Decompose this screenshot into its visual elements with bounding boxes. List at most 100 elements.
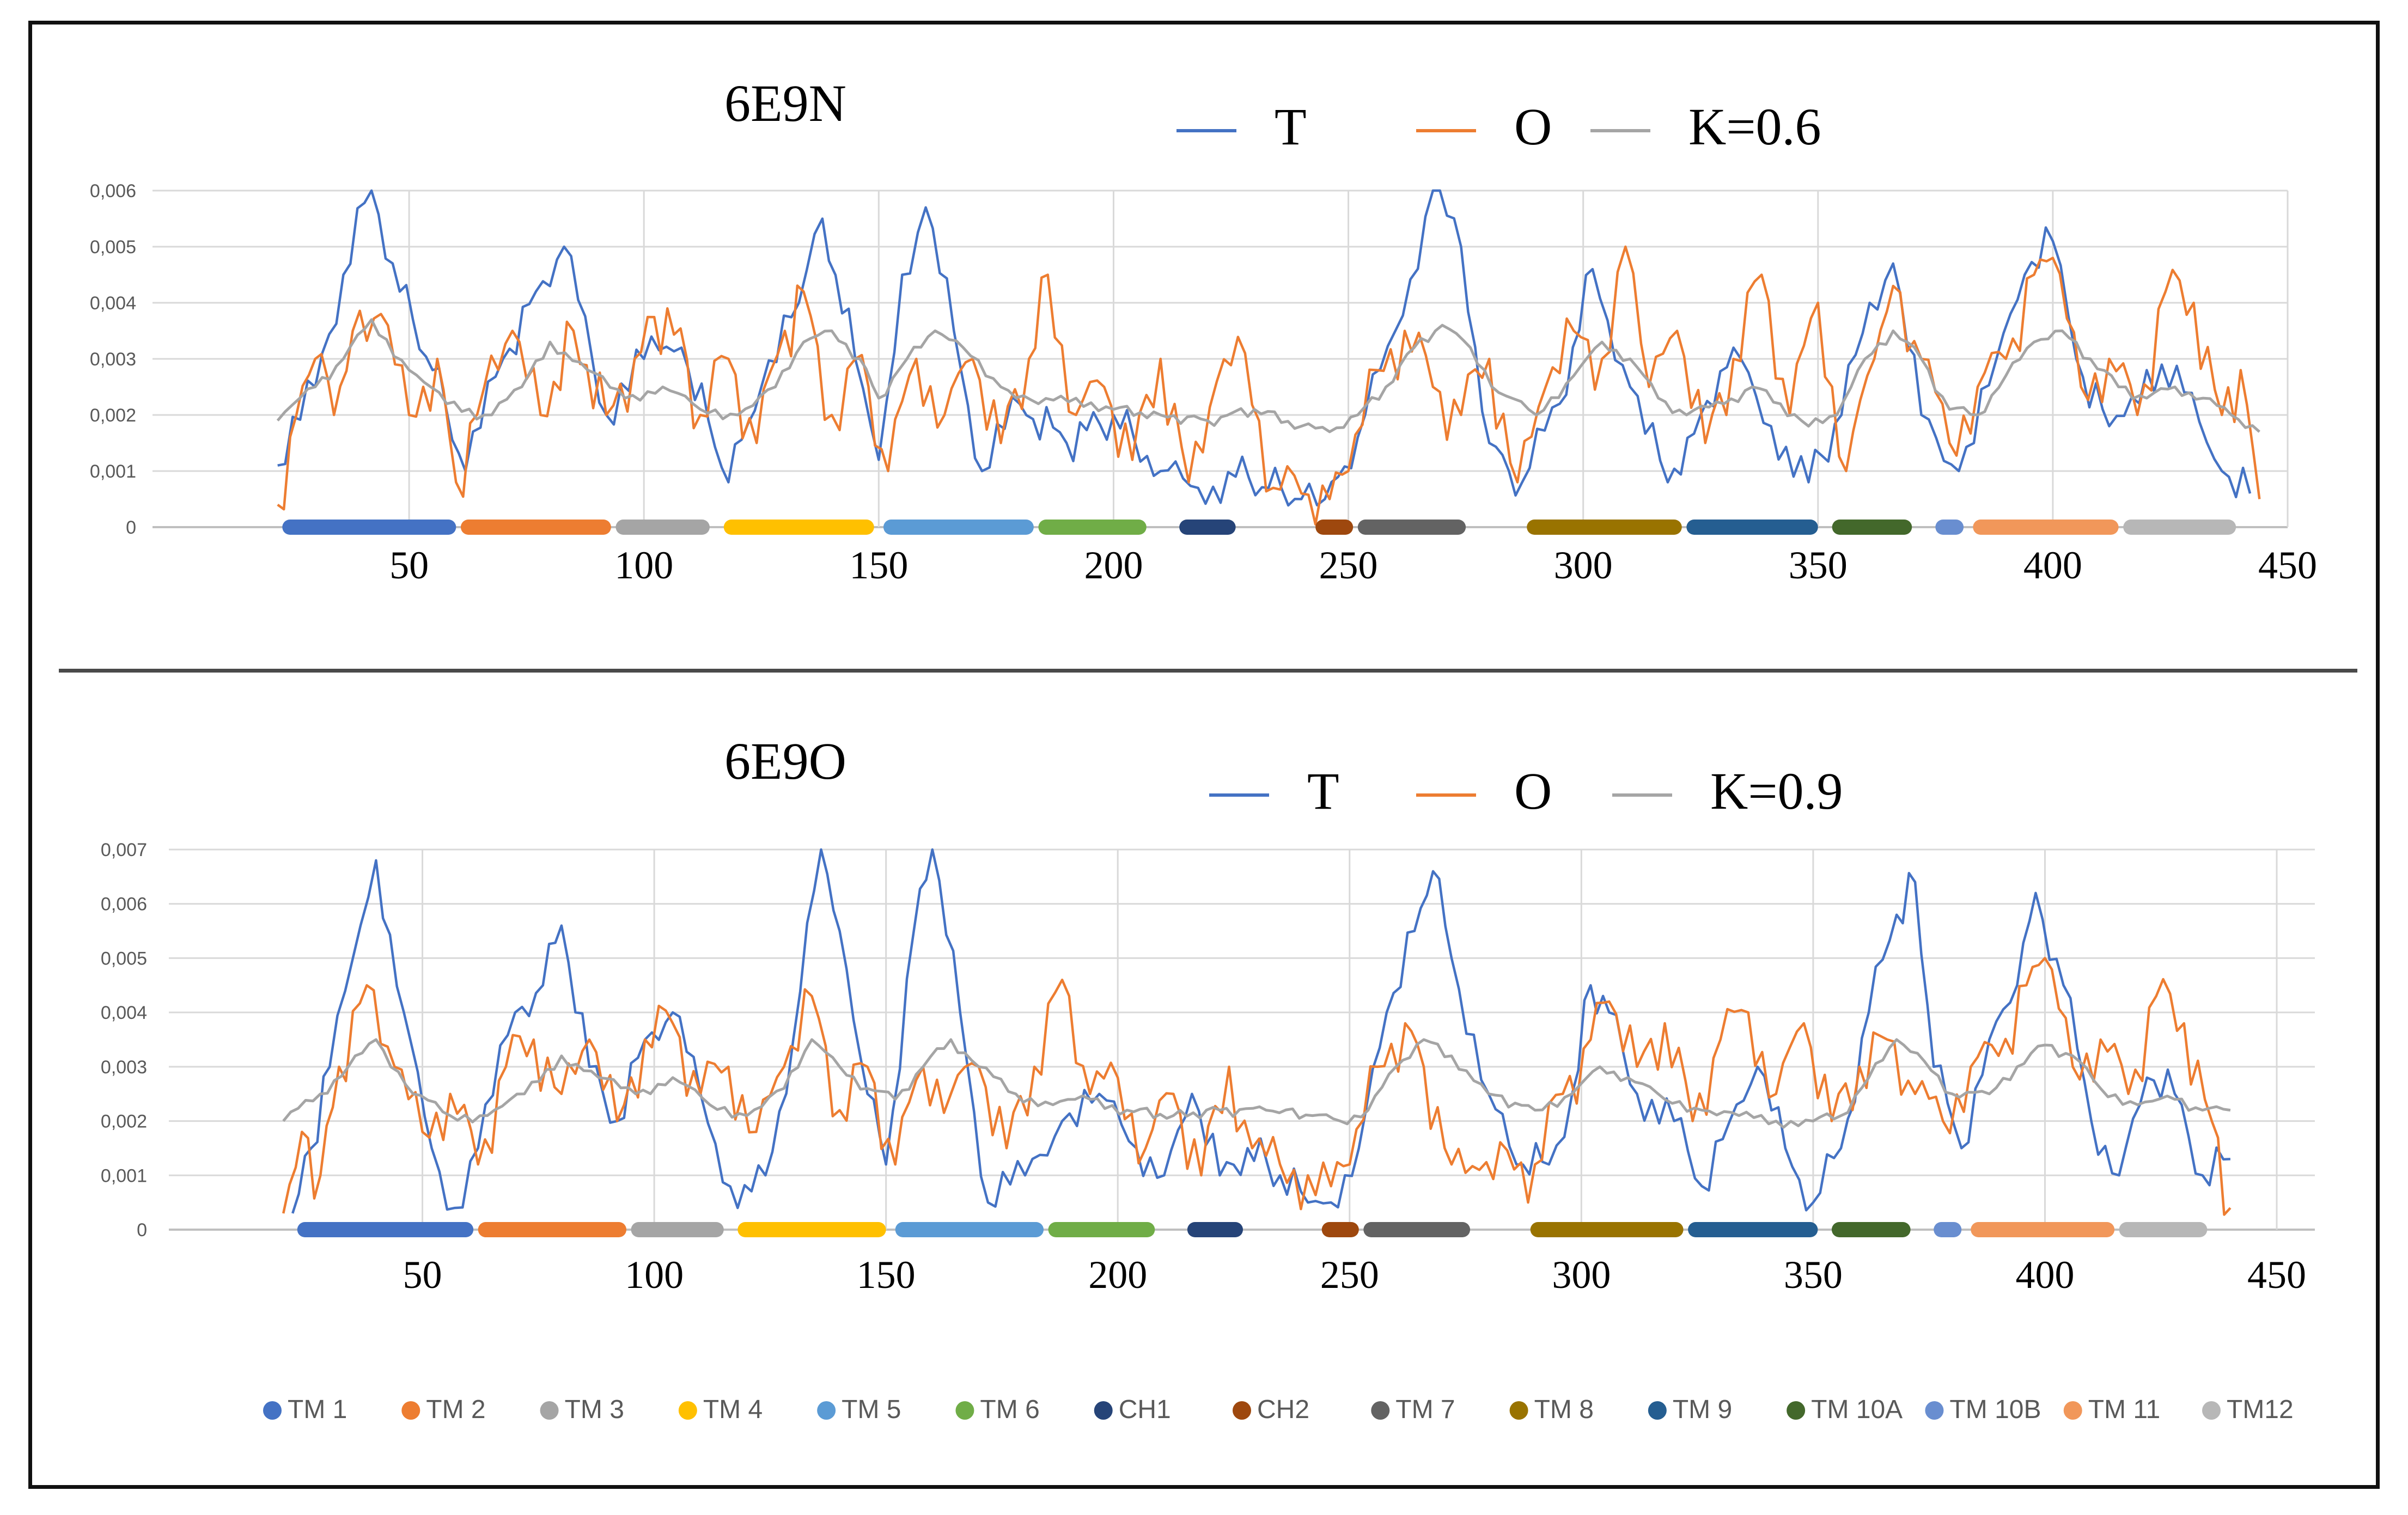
- x-tick-label: 250: [1320, 1253, 1379, 1297]
- x-tick-label: 300: [1552, 1253, 1611, 1297]
- segment-legend: TM 1 TM 2 TM 3 TM 4 TM 5 TM 6 CH1 CH2 TM 7 TM 8 TM…: [263, 1395, 2294, 1424]
- x-tick-label: 350: [1789, 543, 1848, 587]
- series-line-o: [277, 245, 2261, 526]
- segment-legend-label: CH1: [1119, 1395, 1171, 1424]
- x-tick-label: 450: [2258, 543, 2317, 587]
- y-tick-label: 0,004: [90, 293, 136, 314]
- series-line-k06: [276, 318, 2260, 433]
- segment-bar: [1831, 1222, 1911, 1237]
- segment-bar: [1686, 520, 1818, 535]
- y-tick-label: 0,001: [90, 461, 136, 482]
- segment-bar: [1530, 1222, 1684, 1237]
- chart-title: 6E9N: [724, 74, 846, 132]
- segment-bar: [615, 520, 710, 535]
- segment-legend-marker: [1509, 1401, 1528, 1420]
- segment-legend-marker: [2063, 1401, 2082, 1420]
- chart-title: 6E9O: [724, 732, 846, 790]
- segment-bar: [282, 520, 456, 535]
- segment-bar: [297, 1222, 474, 1237]
- segment-legend-marker: [1925, 1401, 1944, 1420]
- legend-label: T: [1275, 97, 1307, 156]
- legend-label: T: [1307, 762, 1339, 820]
- segment-bar: [1179, 520, 1236, 535]
- segment-bar: [460, 520, 611, 535]
- y-tick-label: 0,001: [101, 1165, 147, 1186]
- segment-legend-marker: [1371, 1401, 1390, 1420]
- segment-legend-label: TM 10A: [1811, 1395, 1903, 1424]
- figure-frame: [28, 21, 2380, 1489]
- x-tick-label: 100: [614, 543, 673, 587]
- y-tick-label: 0,006: [90, 181, 136, 201]
- segment-bar: [1832, 520, 1912, 535]
- panel-6e9o: 0 0,001 0,002 0,003 0,004 0,005 0,006 0,007 50 10…: [101, 732, 2315, 1297]
- segment-bar: [1935, 520, 1964, 535]
- y-tick-label: 0,002: [101, 1111, 147, 1132]
- segment-legend-marker: [2202, 1401, 2221, 1420]
- x-tick-label: 250: [1319, 543, 1378, 587]
- segment-legend-label: TM12: [2227, 1395, 2294, 1424]
- segment-bar: [1363, 1222, 1471, 1237]
- y-tick-label: 0,007: [101, 840, 147, 860]
- series-line-k09: [282, 1038, 2231, 1129]
- x-tick-label: 50: [403, 1253, 442, 1297]
- x-tick-label: 50: [389, 543, 429, 587]
- segment-legend-marker: [401, 1401, 420, 1420]
- segment-legend-label: TM 4: [703, 1395, 763, 1424]
- segment-legend-label: TM 9: [1673, 1395, 1732, 1424]
- legend-label: O: [1514, 97, 1552, 156]
- segment-bar: [1321, 1222, 1359, 1237]
- segment-bar: [1688, 1222, 1818, 1237]
- legend-label: K=0.9: [1710, 762, 1843, 820]
- segment-bar: [1973, 520, 2119, 535]
- series-line-o: [282, 957, 2232, 1216]
- segment-bar: [631, 1222, 724, 1237]
- x-tick-label: 300: [1554, 543, 1613, 587]
- y-tick-label: 0,004: [101, 1003, 147, 1023]
- x-tick-label: 200: [1084, 543, 1143, 587]
- x-tick-label: 200: [1088, 1253, 1147, 1297]
- segment-bar: [723, 520, 874, 535]
- segment-legend-label: TM 5: [842, 1395, 901, 1424]
- segment-legend-marker: [1233, 1401, 1251, 1420]
- x-tick-label: 350: [1784, 1253, 1843, 1297]
- y-tick-label: 0: [137, 1220, 147, 1241]
- y-tick-label: 0,002: [90, 405, 136, 426]
- segment-bar: [737, 1222, 886, 1237]
- segment-bar: [1315, 520, 1354, 535]
- y-tick-label: 0,003: [90, 349, 136, 370]
- segment-bar: [1048, 1222, 1155, 1237]
- x-tick-label: 150: [849, 543, 908, 587]
- segment-bar: [895, 1222, 1044, 1237]
- segment-bar: [1038, 520, 1147, 535]
- segment-legend-marker: [1094, 1401, 1113, 1420]
- segment-bar: [1527, 520, 1682, 535]
- segment-legend-label: TM 7: [1395, 1395, 1455, 1424]
- segment-legend-marker: [1787, 1401, 1806, 1420]
- segment-bar: [1934, 1222, 1962, 1237]
- segment-legend-marker: [817, 1401, 836, 1420]
- segment-legend-label: TM 1: [288, 1395, 347, 1424]
- segment-legend-marker: [678, 1401, 697, 1420]
- segment-legend-label: TM 10B: [1949, 1395, 2041, 1424]
- segment-legend-label: TM 3: [565, 1395, 624, 1424]
- segment-legend-label: CH2: [1257, 1395, 1309, 1424]
- segment-legend-marker: [263, 1401, 282, 1420]
- legend-label: O: [1514, 762, 1552, 820]
- y-tick-label: 0: [126, 517, 136, 538]
- segment-bar: [1187, 1222, 1243, 1237]
- x-tick-label: 450: [2247, 1253, 2306, 1297]
- segment-legend-label: TM 8: [1534, 1395, 1594, 1424]
- y-tick-label: 0,005: [101, 948, 147, 969]
- x-tick-label: 150: [857, 1253, 916, 1297]
- segment-bar: [1971, 1222, 2115, 1237]
- x-tick-label: 400: [2023, 543, 2082, 587]
- segment-bar: [478, 1222, 627, 1237]
- series-line-t: [277, 189, 2252, 507]
- segment-legend-marker: [955, 1401, 974, 1420]
- segment-bar: [883, 520, 1034, 535]
- segment-legend-label: TM 11: [2088, 1395, 2160, 1424]
- segment-legend-marker: [1648, 1401, 1667, 1420]
- x-tick-label: 400: [2015, 1253, 2074, 1297]
- y-tick-label: 0,006: [101, 894, 147, 915]
